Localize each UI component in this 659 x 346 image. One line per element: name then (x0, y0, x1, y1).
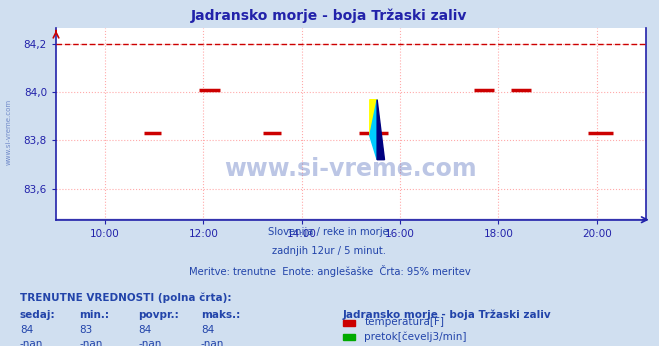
Text: Slovenija / reke in morje.: Slovenija / reke in morje. (268, 227, 391, 237)
Text: maks.:: maks.: (201, 310, 241, 320)
Polygon shape (370, 100, 377, 160)
Text: 84: 84 (201, 325, 214, 335)
Text: www.si-vreme.com: www.si-vreme.com (225, 157, 477, 181)
Text: -nan: -nan (79, 339, 102, 346)
Text: 83: 83 (79, 325, 92, 335)
Text: temperatura[F]: temperatura[F] (364, 317, 444, 327)
Text: povpr.:: povpr.: (138, 310, 179, 320)
Text: www.si-vreme.com: www.si-vreme.com (5, 98, 11, 165)
Text: Jadransko morje - boja Tržaski zaliv: Jadransko morje - boja Tržaski zaliv (191, 9, 468, 23)
Text: Jadransko morje - boja Tržaski zaliv: Jadransko morje - boja Tržaski zaliv (343, 310, 552, 320)
Polygon shape (370, 100, 377, 136)
Text: sedaj:: sedaj: (20, 310, 55, 320)
Polygon shape (377, 100, 384, 160)
Text: Meritve: trenutne  Enote: anglešaške  Črta: 95% meritev: Meritve: trenutne Enote: anglešaške Črta… (188, 265, 471, 277)
Text: min.:: min.: (79, 310, 109, 320)
Text: TRENUTNE VREDNOSTI (polna črta):: TRENUTNE VREDNOSTI (polna črta): (20, 292, 231, 303)
Text: pretok[čevelj3/min]: pretok[čevelj3/min] (364, 331, 467, 342)
Text: zadnjih 12ur / 5 minut.: zadnjih 12ur / 5 minut. (273, 246, 386, 256)
Text: 84: 84 (138, 325, 152, 335)
Text: -nan: -nan (20, 339, 43, 346)
Text: -nan: -nan (138, 339, 161, 346)
Text: 84: 84 (20, 325, 33, 335)
Text: -nan: -nan (201, 339, 224, 346)
